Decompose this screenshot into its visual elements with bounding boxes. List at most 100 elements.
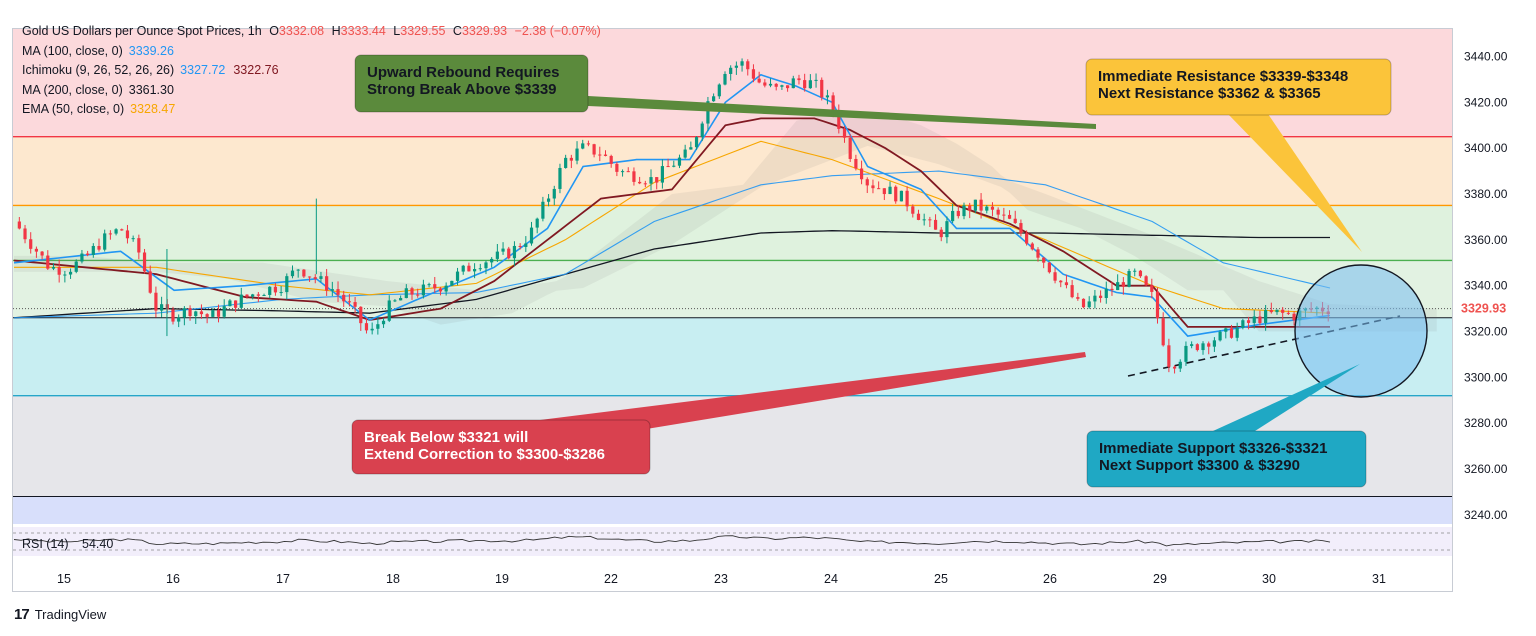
candle-body[interactable] bbox=[990, 206, 995, 210]
candle-body[interactable] bbox=[677, 157, 682, 166]
candle-body[interactable] bbox=[569, 157, 573, 161]
candle-body[interactable] bbox=[29, 239, 33, 249]
candle-body[interactable] bbox=[387, 300, 391, 321]
candle-body[interactable] bbox=[1286, 312, 1290, 314]
candle-body[interactable] bbox=[1161, 318, 1165, 346]
candle-body[interactable] bbox=[575, 148, 579, 161]
candle-body[interactable] bbox=[1264, 310, 1268, 324]
candle-body[interactable] bbox=[529, 227, 534, 244]
candle-body[interactable] bbox=[262, 294, 266, 296]
candle-body[interactable] bbox=[137, 238, 141, 253]
candle-body[interactable] bbox=[689, 147, 693, 150]
candle-body[interactable] bbox=[467, 265, 471, 272]
candle-body[interactable] bbox=[683, 149, 687, 158]
candle-body[interactable] bbox=[160, 304, 164, 311]
candle-body[interactable] bbox=[763, 82, 767, 86]
candle-body[interactable] bbox=[632, 171, 636, 182]
candle-body[interactable] bbox=[706, 101, 710, 124]
candle-body[interactable] bbox=[922, 219, 926, 221]
candle-body[interactable] bbox=[1167, 345, 1171, 367]
candle-body[interactable] bbox=[888, 186, 892, 195]
candle-body[interactable] bbox=[1053, 272, 1057, 281]
candle-body[interactable] bbox=[125, 230, 130, 239]
highlight-circle[interactable] bbox=[1294, 264, 1428, 398]
candle-body[interactable] bbox=[194, 311, 198, 317]
candle-body[interactable] bbox=[433, 284, 437, 289]
candle-body[interactable] bbox=[1133, 270, 1137, 272]
candle-body[interactable] bbox=[1195, 344, 1199, 351]
candle-body[interactable] bbox=[1235, 327, 1239, 338]
candle-body[interactable] bbox=[1184, 345, 1188, 362]
candle-body[interactable] bbox=[103, 233, 107, 250]
candle-body[interactable] bbox=[114, 229, 118, 234]
candle-body[interactable] bbox=[865, 179, 869, 186]
candle-body[interactable] bbox=[712, 96, 716, 102]
candle-body[interactable] bbox=[1127, 270, 1131, 287]
candle-body[interactable] bbox=[546, 198, 551, 202]
candle-body[interactable] bbox=[17, 221, 21, 229]
candle-body[interactable] bbox=[1269, 310, 1273, 313]
candle-body[interactable] bbox=[1036, 249, 1040, 258]
candle-body[interactable] bbox=[740, 61, 744, 66]
candle-body[interactable] bbox=[40, 251, 44, 256]
candle-body[interactable] bbox=[962, 205, 966, 217]
candle-body[interactable] bbox=[1116, 282, 1120, 291]
candle-body[interactable] bbox=[1098, 295, 1103, 298]
candle-body[interactable] bbox=[461, 265, 465, 272]
candle-body[interactable] bbox=[313, 277, 317, 279]
brand-name[interactable]: TradingView bbox=[34, 607, 107, 622]
candle-body[interactable] bbox=[302, 269, 306, 277]
candle-body[interactable] bbox=[410, 288, 414, 295]
candle-body[interactable] bbox=[1229, 328, 1234, 338]
candle-body[interactable] bbox=[245, 294, 249, 297]
candle-body[interactable] bbox=[1144, 276, 1148, 286]
rsi-line[interactable] bbox=[13, 535, 1331, 547]
candle-body[interactable] bbox=[859, 168, 864, 180]
candle-body[interactable] bbox=[421, 284, 425, 296]
candle-body[interactable] bbox=[643, 183, 647, 185]
annotation-teal-box[interactable] bbox=[1086, 430, 1367, 488]
candle-body[interactable] bbox=[120, 229, 124, 231]
candle-body[interactable] bbox=[455, 271, 460, 281]
candle-body[interactable] bbox=[1013, 218, 1017, 224]
candle-body[interactable] bbox=[370, 328, 374, 331]
candle-body[interactable] bbox=[558, 167, 562, 189]
legend-ichimoku-row[interactable]: Ichimoku (9, 26, 52, 26, 26) 3327.72 3322.… bbox=[22, 61, 601, 81]
candle-body[interactable] bbox=[768, 83, 773, 86]
candle-body[interactable] bbox=[1093, 295, 1097, 302]
candle-body[interactable] bbox=[808, 80, 812, 89]
annotation-yellow-box[interactable] bbox=[1085, 58, 1392, 116]
candle-body[interactable] bbox=[803, 80, 807, 89]
tradingview-logo-icon[interactable]: 17 bbox=[14, 606, 30, 623]
candle-body[interactable] bbox=[216, 310, 221, 317]
candle-body[interactable] bbox=[23, 228, 27, 240]
candle-body[interactable] bbox=[211, 310, 215, 317]
candle-body[interactable] bbox=[342, 294, 346, 302]
candle-body[interactable] bbox=[450, 280, 454, 286]
candle-body[interactable] bbox=[74, 261, 78, 272]
candle-body[interactable] bbox=[222, 306, 226, 317]
candle-body[interactable] bbox=[1019, 223, 1023, 234]
candle-body[interactable] bbox=[1178, 361, 1182, 369]
candle-body[interactable] bbox=[780, 85, 784, 87]
candle-body[interactable] bbox=[746, 61, 750, 70]
candle-body[interactable] bbox=[524, 243, 528, 247]
candle-body[interactable] bbox=[1138, 270, 1143, 277]
candle-body[interactable] bbox=[273, 286, 278, 293]
candle-body[interactable] bbox=[655, 177, 659, 183]
candle-body[interactable] bbox=[729, 67, 733, 74]
candle-body[interactable] bbox=[51, 267, 56, 269]
candle-body[interactable] bbox=[484, 262, 488, 269]
candle-body[interactable] bbox=[848, 137, 852, 159]
candle-body[interactable] bbox=[91, 245, 95, 255]
candle-body[interactable] bbox=[251, 294, 255, 297]
candle-body[interactable] bbox=[1047, 262, 1051, 273]
candle-body[interactable] bbox=[1190, 344, 1194, 346]
candle-body[interactable] bbox=[478, 268, 482, 270]
candle-body[interactable] bbox=[541, 201, 545, 219]
candle-body[interactable] bbox=[1007, 214, 1012, 219]
candle-body[interactable] bbox=[285, 276, 289, 293]
